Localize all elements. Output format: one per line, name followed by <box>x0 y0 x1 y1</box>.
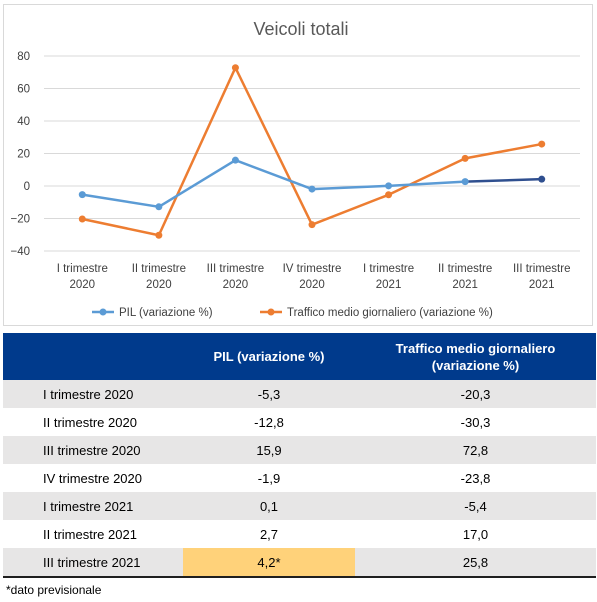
data-point-pil <box>538 175 546 183</box>
legend: PIL (variazione %) Traffico medio giornal… <box>92 307 493 319</box>
row-label: III trimestre 2021 <box>3 548 183 578</box>
data-point-pil <box>231 156 239 164</box>
traffico-cell: -23,8 <box>355 464 596 492</box>
data-point-traffico <box>78 215 86 223</box>
data-point-pil <box>308 185 316 193</box>
data-point-traffico <box>155 231 163 239</box>
pil-cell: 0,1 <box>183 492 355 520</box>
x-tick-label-year: 2020 <box>223 279 249 291</box>
y-tick-label: −40 <box>10 246 30 258</box>
x-tick-label-year: 2020 <box>299 279 325 291</box>
data-point-pil <box>155 203 163 211</box>
data-point-traffico <box>308 221 316 229</box>
table-header-traffico: Traffico medio giornaliero (variazione %… <box>355 333 596 380</box>
x-tick-label-year: 2020 <box>69 279 95 291</box>
row-label: II trimestre 2020 <box>3 408 183 436</box>
x-tick-label: I trimestre <box>363 263 414 275</box>
legend-label-traffico: Traffico medio giornaliero (variazione %… <box>287 307 493 319</box>
x-tick-label-year: 2021 <box>376 279 402 291</box>
series-line-pil-forecast <box>465 177 542 183</box>
row-label: I trimestre 2020 <box>3 380 183 408</box>
traffico-cell: -5,4 <box>355 492 596 520</box>
pil-cell: 2,7 <box>183 520 355 548</box>
y-tick-label: 0 <box>24 181 30 193</box>
chart-container: Veicoli totali 80 60 40 20 0 −20 −40 I trimest… <box>3 4 593 326</box>
y-tick-label: 40 <box>17 116 30 128</box>
y-axis-ticks: 80 60 40 20 0 −20 −40 <box>10 51 30 258</box>
legend-marker-traffico <box>267 308 275 316</box>
y-tick-label: 80 <box>17 51 30 63</box>
data-point-traffico <box>538 140 546 148</box>
y-tick-label: 60 <box>17 84 30 96</box>
data-point-traffico <box>461 154 469 162</box>
y-tick-label: 20 <box>17 149 30 161</box>
data-point-pil <box>385 182 393 190</box>
pil-cell: -12,8 <box>183 408 355 436</box>
table-row: III trimestre 2021 4,2* 25,8 <box>3 548 596 578</box>
x-tick-label: II trimestre <box>132 263 186 275</box>
line-chart: Veicoli totali 80 60 40 20 0 −20 −40 I trimest… <box>10 19 580 319</box>
row-label: I trimestre 2021 <box>3 492 183 520</box>
data-point-traffico <box>231 64 239 72</box>
y-tick-label: −20 <box>10 214 30 226</box>
series-line-traffico <box>82 66 542 237</box>
x-tick-label: III trimestre <box>513 263 571 275</box>
traffico-cell: -20,3 <box>355 380 596 408</box>
traffico-cell: 25,8 <box>355 548 596 578</box>
table-header-pil: PIL (variazione %) <box>183 333 355 380</box>
pil-cell: -1,9 <box>183 464 355 492</box>
data-point-pil <box>78 191 86 199</box>
footnote: *dato previsionale <box>6 583 102 597</box>
table-header-traffico-line1: Traffico medio giornaliero <box>395 340 556 356</box>
table-row: I trimestre 2021 0,1 -5,4 <box>3 492 596 520</box>
x-tick-label-year: 2021 <box>529 279 555 291</box>
table-row: II trimestre 2020 -12,8 -30,3 <box>3 408 596 436</box>
x-tick-label-year: 2021 <box>452 279 478 291</box>
row-label: II trimestre 2021 <box>3 520 183 548</box>
table-header-traffico-line2: (variazione %) <box>431 357 520 373</box>
traffico-cell: 72,8 <box>355 436 596 464</box>
table-row: IV trimestre 2020 -1,9 -23,8 <box>3 464 596 492</box>
table-row: I trimestre 2020 -5,3 -20,3 <box>3 380 596 408</box>
x-axis-ticks: I trimestre 2020 II trimestre 2020 III trime… <box>57 263 571 291</box>
table-row: II trimestre 2021 2,7 17,0 <box>3 520 596 548</box>
series-line-pil <box>82 158 466 209</box>
row-label: IV trimestre 2020 <box>3 464 183 492</box>
x-tick-label: I trimestre <box>57 263 108 275</box>
x-tick-label: IV trimestre <box>283 263 342 275</box>
data-table: PIL (variazione %) Traffico medio giorna… <box>3 333 596 578</box>
data-point-pil <box>461 178 469 186</box>
series-lines <box>78 64 546 239</box>
pil-cell: -5,3 <box>183 380 355 408</box>
legend-marker-pil <box>99 308 107 316</box>
table-header-row: PIL (variazione %) Traffico medio giorna… <box>3 333 596 380</box>
traffico-cell: -30,3 <box>355 408 596 436</box>
x-tick-label-year: 2020 <box>146 279 172 291</box>
x-tick-label: II trimestre <box>438 263 492 275</box>
row-label: III trimestre 2020 <box>3 436 183 464</box>
table-row: III trimestre 2020 15,9 72,8 <box>3 436 596 464</box>
pil-cell: 15,9 <box>183 436 355 464</box>
legend-label-pil: PIL (variazione %) <box>119 307 213 319</box>
data-point-traffico <box>385 191 393 199</box>
x-tick-label: III trimestre <box>207 263 265 275</box>
traffico-cell: 17,0 <box>355 520 596 548</box>
table-header-empty <box>3 333 183 380</box>
pil-cell-forecast: 4,2* <box>183 548 355 578</box>
chart-title: Veicoli totali <box>253 19 348 39</box>
